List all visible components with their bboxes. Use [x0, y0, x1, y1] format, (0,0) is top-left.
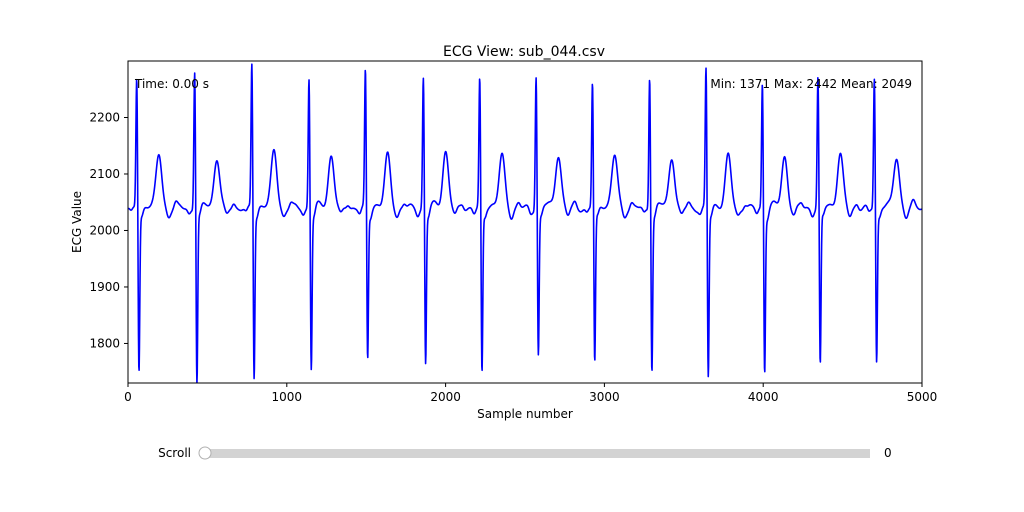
ecg-series-group [128, 63, 922, 383]
scroll-handle[interactable] [198, 446, 212, 460]
y-tick-label: 2000 [89, 223, 120, 237]
x-tick-label: 5000 [907, 390, 938, 404]
x-tick-label: 3000 [589, 390, 620, 404]
x-axis-ticks: 0 1000 2000 3000 4000 5000 [124, 383, 937, 404]
y-tick-label: 1800 [89, 336, 120, 350]
scroll-value: 0 [884, 446, 892, 460]
page-title: ECG View: sub_044.csv [443, 44, 605, 60]
scroll-track[interactable] [205, 449, 870, 458]
plot-area: 0 1000 2000 3000 4000 5000 1800 1900 2000 2100 22… [89, 60, 937, 404]
time-annotation: Time: 0.00 s [134, 77, 209, 91]
x-tick-label: 0 [124, 390, 132, 404]
scroll-label: Scroll [158, 446, 191, 460]
y-tick-label: 2100 [89, 167, 120, 181]
ecg-series-line [128, 63, 922, 383]
x-axis-label: Sample number [477, 407, 573, 421]
y-tick-label: 1900 [89, 280, 120, 294]
x-tick-label: 4000 [748, 390, 779, 404]
x-tick-label: 2000 [430, 390, 461, 404]
scroll-slider[interactable]: Scroll 0 [158, 446, 892, 460]
stats-annotation: Min: 1371 Max: 2442 Mean: 2049 [710, 77, 912, 91]
x-tick-label: 1000 [272, 390, 303, 404]
axes-frame [127, 60, 923, 384]
y-tick-label: 2200 [89, 110, 120, 124]
y-axis-ticks: 1800 1900 2000 2100 2200 [89, 110, 128, 350]
y-axis-label: ECG Value [70, 191, 84, 253]
